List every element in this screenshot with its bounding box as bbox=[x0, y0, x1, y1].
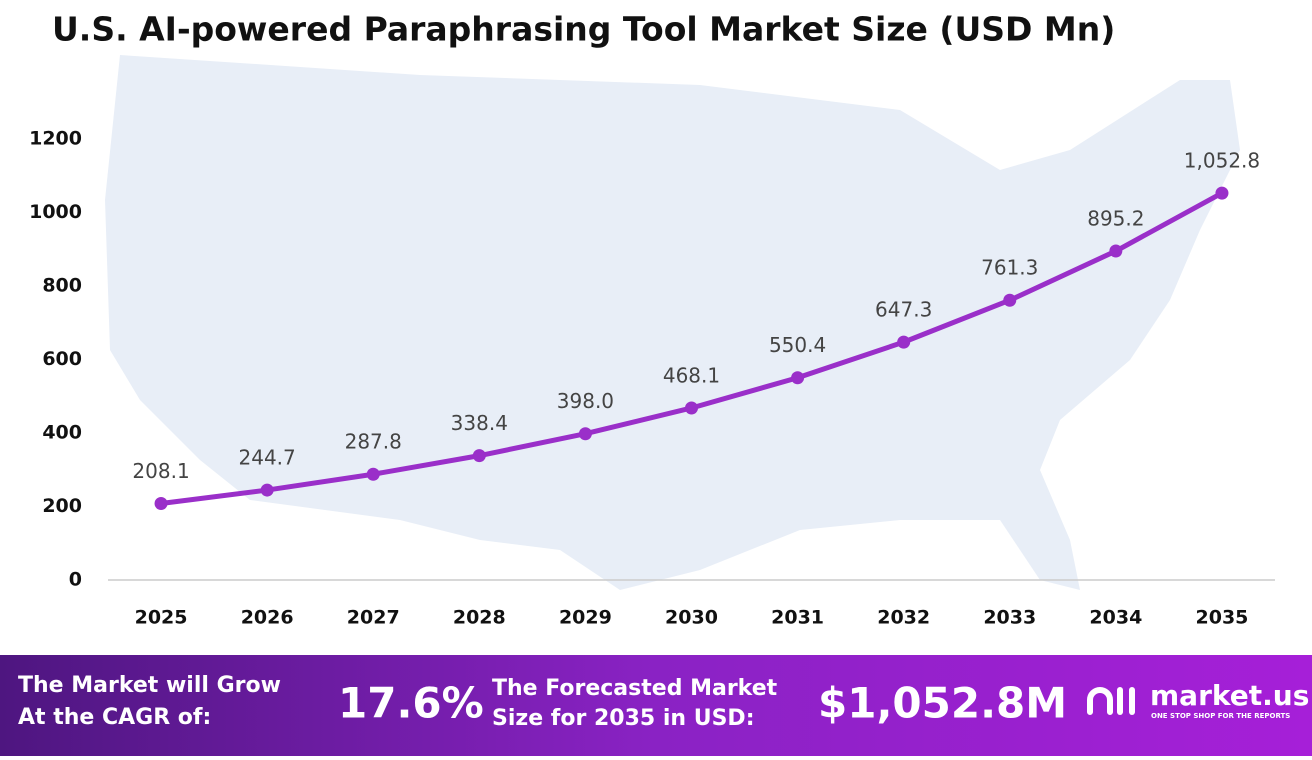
brand-name: market.us bbox=[1150, 679, 1309, 712]
marker bbox=[578, 427, 592, 441]
data-label: 761.3 bbox=[981, 256, 1038, 280]
marker bbox=[154, 497, 168, 511]
y-tick-label: 0 bbox=[69, 569, 82, 591]
cagr-text: The Market will Grow bbox=[18, 673, 281, 698]
data-label: 338.4 bbox=[451, 411, 508, 435]
marker bbox=[1109, 244, 1123, 258]
marker bbox=[1003, 293, 1017, 307]
marker bbox=[791, 371, 805, 385]
marker bbox=[260, 483, 274, 497]
data-label: 647.3 bbox=[875, 298, 932, 322]
x-tick-label: 2028 bbox=[453, 607, 506, 629]
marker bbox=[472, 449, 486, 463]
x-tick-label: 2030 bbox=[665, 607, 718, 629]
marker bbox=[685, 401, 698, 415]
data-label: 398.0 bbox=[557, 389, 614, 413]
footer-band bbox=[0, 655, 1312, 756]
y-tick-label: 800 bbox=[42, 275, 82, 297]
cagr-text: At the CAGR of: bbox=[18, 705, 211, 730]
chart-title: U.S. AI-powered Paraphrasing Tool Market… bbox=[52, 10, 1115, 49]
forecast-text: The Forecasted Market bbox=[492, 676, 778, 701]
marker bbox=[897, 335, 911, 349]
brand-tagline: ONE STOP SHOP FOR THE REPORTS bbox=[1151, 712, 1290, 720]
data-label: 208.1 bbox=[132, 459, 189, 483]
y-tick-label: 600 bbox=[42, 348, 82, 370]
y-tick-label: 1000 bbox=[29, 201, 82, 223]
data-label: 244.7 bbox=[239, 446, 296, 470]
x-tick-label: 2034 bbox=[1089, 607, 1142, 629]
x-tick-label: 2033 bbox=[983, 607, 1036, 629]
x-tick-label: 2027 bbox=[347, 607, 400, 629]
x-tick-label: 2035 bbox=[1196, 607, 1249, 629]
cagr-value: 17.6% bbox=[338, 679, 484, 728]
x-tick-label: 2029 bbox=[559, 607, 612, 629]
marker bbox=[366, 467, 380, 481]
x-tick-label: 2025 bbox=[135, 607, 188, 629]
data-label: 468.1 bbox=[663, 363, 720, 387]
y-tick-label: 400 bbox=[42, 422, 82, 444]
forecast-text: Size for 2035 in USD: bbox=[492, 706, 755, 731]
marker bbox=[1215, 186, 1229, 200]
data-label: 1,052.8 bbox=[1184, 149, 1260, 173]
brand-logo bbox=[1087, 687, 1135, 715]
data-label: 895.2 bbox=[1087, 207, 1144, 231]
x-tick-label: 2026 bbox=[241, 607, 294, 629]
x-tick-label: 2032 bbox=[877, 607, 930, 629]
map-silhouette bbox=[105, 55, 1240, 590]
data-label: 550.4 bbox=[769, 333, 826, 357]
x-tick-label: 2031 bbox=[771, 607, 824, 629]
forecast-value: $1,052.8M bbox=[818, 679, 1067, 728]
data-label: 287.8 bbox=[345, 430, 402, 454]
y-tick-label: 1200 bbox=[29, 128, 82, 150]
y-tick-label: 200 bbox=[42, 495, 82, 517]
